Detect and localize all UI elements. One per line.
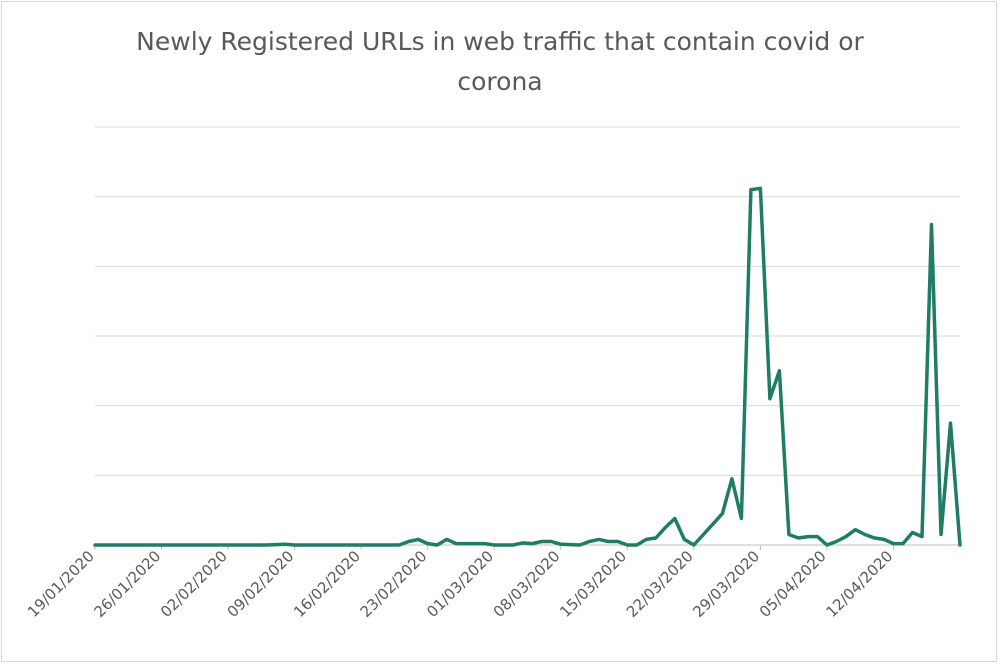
- chart-title: Newly Registered URLs in web traffic tha…: [0, 22, 1000, 102]
- x-tick-label: 05/04/2020: [756, 547, 830, 621]
- series-line: [93, 186, 962, 547]
- x-tick-label: 19/01/2020: [24, 547, 98, 621]
- gridlines: [95, 126, 960, 476]
- x-tick-label: 23/02/2020: [357, 547, 431, 621]
- x-tick-label: 22/03/2020: [623, 547, 697, 621]
- x-tick-label: 15/03/2020: [556, 547, 630, 621]
- x-tick-label: 16/02/2020: [290, 547, 364, 621]
- x-tick-label: 29/03/2020: [689, 547, 763, 621]
- x-tick-label: 12/04/2020: [822, 547, 896, 621]
- x-tick-label: 26/01/2020: [90, 547, 164, 621]
- x-tick-label: 08/03/2020: [490, 547, 564, 621]
- x-tick-label: 09/02/2020: [224, 547, 298, 621]
- series-group: [93, 186, 962, 547]
- x-tick-label: 01/03/2020: [423, 547, 497, 621]
- x-tick-labels: 19/01/202026/01/202002/02/202009/02/2020…: [24, 547, 896, 621]
- x-tick-label: 02/02/2020: [157, 547, 231, 621]
- chart-title-text: Newly Registered URLs in web traffic tha…: [136, 27, 864, 96]
